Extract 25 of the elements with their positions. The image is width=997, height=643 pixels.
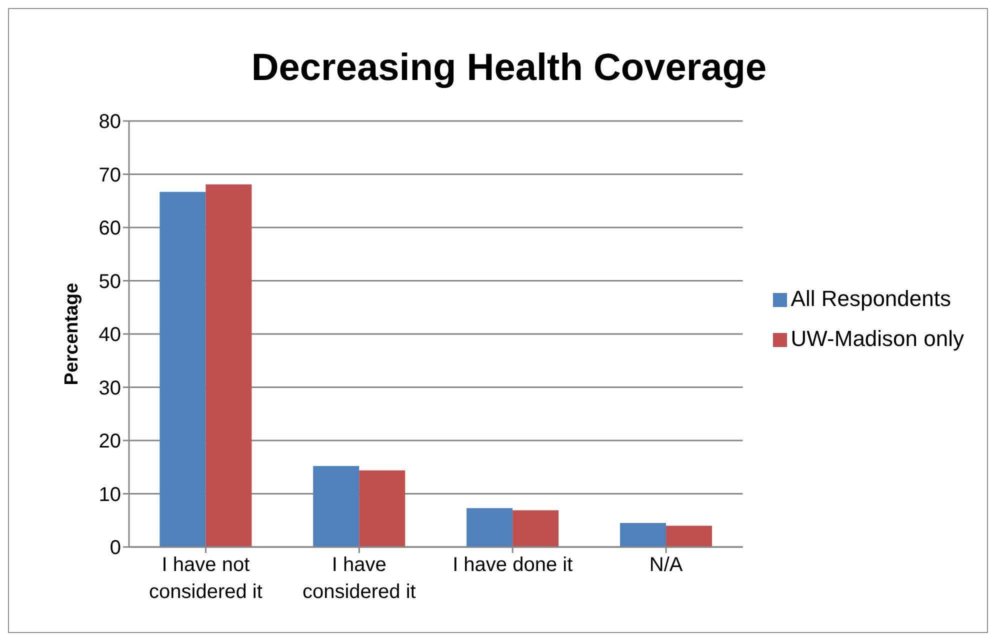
bar [313, 466, 360, 547]
bar [206, 184, 252, 547]
bar [359, 470, 406, 547]
y-tick-label: 30 [98, 377, 121, 400]
y-tick-label: 60 [98, 218, 121, 240]
y-tick-label: 10 [98, 484, 121, 506]
y-tick-label: 20 [98, 430, 121, 453]
bar [466, 508, 513, 547]
bar [512, 510, 559, 547]
x-tick-label: I have considered it [302, 554, 416, 603]
legend-label: All Respondents [790, 286, 951, 311]
chart-title: Decreasing Health Coverage [250, 47, 768, 90]
y-tick-label: 0 [110, 537, 121, 560]
legend-label: UW-Madison only [790, 326, 964, 351]
x-tick-label: I have done it [452, 554, 574, 576]
bar [666, 526, 712, 547]
y-tick-label: 40 [98, 324, 121, 346]
x-tick-label: N/A [649, 554, 684, 576]
y-tick-label: 80 [98, 111, 121, 134]
x-tick-label: I have not considered it [149, 554, 263, 603]
y-tick-label: 70 [98, 164, 121, 186]
y-axis-title: Percentage [62, 282, 83, 386]
y-tick-label: 50 [98, 270, 121, 293]
bar [160, 192, 206, 547]
bar [620, 523, 666, 547]
